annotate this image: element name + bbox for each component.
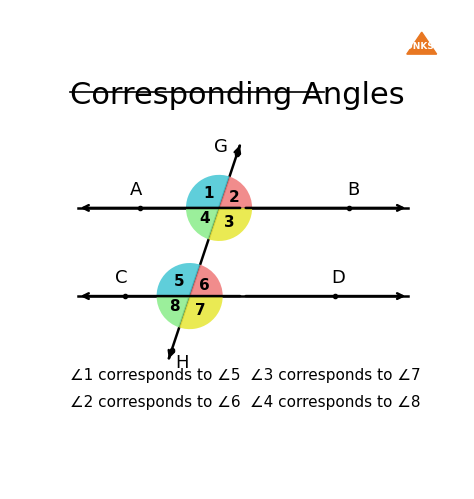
Text: 7: 7 [195, 303, 206, 318]
Text: M TH: M TH [400, 14, 430, 24]
Text: Corresponding Angles: Corresponding Angles [70, 81, 405, 110]
Wedge shape [186, 208, 219, 240]
Text: ∠2 corresponds to ∠6: ∠2 corresponds to ∠6 [70, 395, 241, 410]
Wedge shape [219, 177, 252, 208]
Text: C: C [116, 269, 128, 287]
Text: 3: 3 [224, 215, 235, 230]
Text: ∠3 corresponds to ∠7: ∠3 corresponds to ∠7 [250, 368, 421, 383]
Wedge shape [179, 296, 223, 329]
Polygon shape [407, 32, 437, 54]
Text: 5: 5 [173, 274, 184, 289]
Text: B: B [347, 181, 359, 199]
Text: ∠1 corresponds to ∠5: ∠1 corresponds to ∠5 [70, 368, 241, 383]
Wedge shape [190, 264, 223, 296]
Wedge shape [186, 175, 229, 208]
Text: G: G [214, 138, 228, 156]
Text: 4: 4 [199, 211, 210, 226]
Wedge shape [156, 263, 200, 296]
Text: MONKS: MONKS [396, 41, 434, 50]
Text: ∠4 corresponds to ∠8: ∠4 corresponds to ∠8 [250, 395, 421, 410]
Text: 2: 2 [228, 190, 239, 205]
Text: A: A [130, 181, 143, 199]
Text: H: H [175, 354, 189, 372]
Wedge shape [209, 208, 252, 241]
Text: 1: 1 [203, 186, 214, 201]
Text: 6: 6 [199, 278, 210, 293]
Text: 8: 8 [170, 299, 180, 314]
Wedge shape [156, 296, 190, 327]
Text: D: D [331, 269, 346, 287]
